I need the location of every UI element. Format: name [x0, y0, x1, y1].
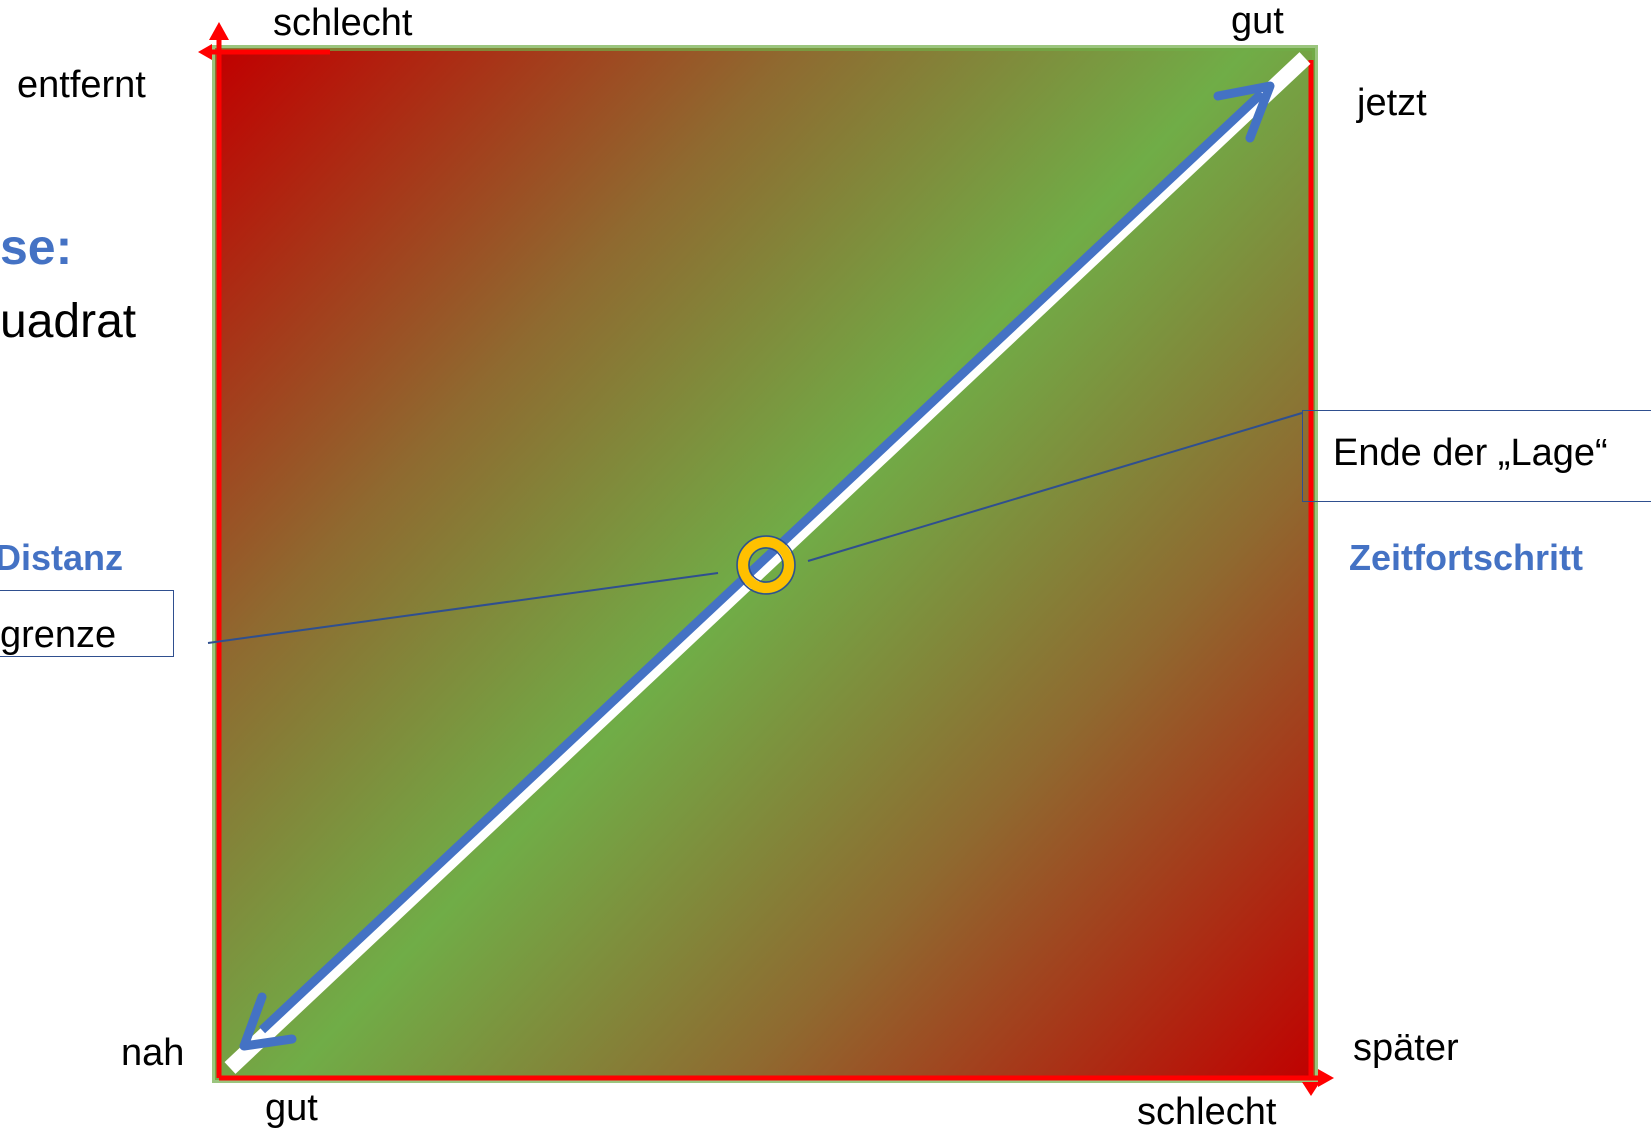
bottom-axis-right-label: schlecht — [1137, 1091, 1277, 1133]
right-axis-bottom-label: später — [1353, 1027, 1459, 1069]
top-axis-right-label: gut — [1231, 0, 1284, 42]
top-axis-left-label: schlecht — [273, 2, 413, 44]
ring-marker-inner-outline — [748, 547, 784, 583]
left-axis-top-label: entfernt — [17, 64, 146, 106]
right-axis-title: Zeitfortschritt — [1349, 537, 1583, 578]
arrow-down-icon — [1302, 1082, 1320, 1096]
slide-heading-fragment: se: — [0, 219, 73, 275]
left-axis-bottom-label: nah — [121, 1032, 185, 1074]
arrow-up-icon — [209, 22, 229, 40]
left-callout-text: grenze — [0, 614, 117, 656]
arrow-double-diagonal-icon — [239, 81, 1275, 1051]
bottom-axis-left-label: gut — [265, 1087, 318, 1129]
arrow-right-icon — [1318, 1069, 1334, 1087]
arrow-left-icon — [198, 44, 212, 60]
right-callout-text: Ende der „Lage“ — [1333, 432, 1608, 474]
right-callout-box — [1302, 410, 1651, 502]
right-axis-top-label: jetzt — [1357, 82, 1427, 124]
right-callout-connector — [807, 412, 1303, 562]
left-axis-title: Distanz — [0, 537, 124, 578]
left-callout-box — [0, 590, 174, 657]
ring-marker-icon — [738, 537, 794, 593]
left-callout-connector — [207, 572, 719, 644]
slide-subheading-fragment: uadrat — [0, 295, 137, 348]
ring-marker-outline — [736, 535, 796, 595]
